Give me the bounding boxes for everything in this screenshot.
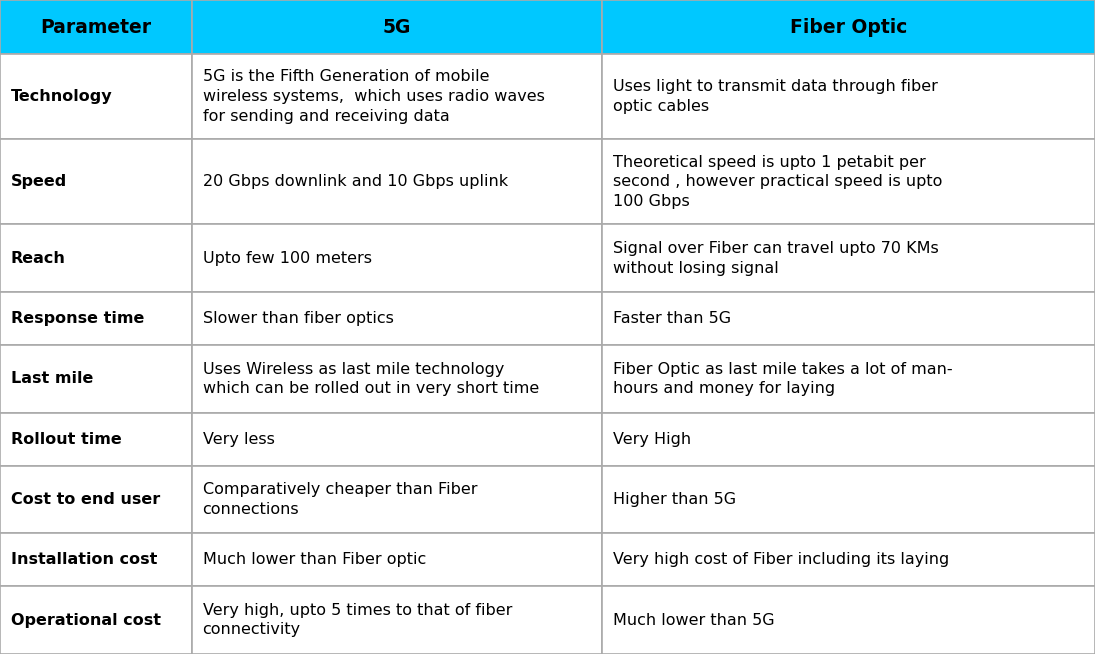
Bar [602,345,1095,413]
Bar [602,466,1095,534]
Text: Much lower than 5G: Much lower than 5G [613,613,775,628]
Text: Upto few 100 meters: Upto few 100 meters [203,251,371,266]
Bar [192,224,602,292]
Text: Higher than 5G: Higher than 5G [613,492,736,507]
Bar [192,54,602,139]
Text: 5G is the Fifth Generation of mobile
wireless systems,  which uses radio waves
f: 5G is the Fifth Generation of mobile wir… [203,69,544,124]
Bar [602,586,1095,654]
Bar [602,534,1095,586]
Bar [602,54,1095,139]
Text: Last mile: Last mile [11,371,93,387]
Bar [0,0,192,54]
Text: Installation cost: Installation cost [11,552,158,567]
Text: Theoretical speed is upto 1 petabit per
second , however practical speed is upto: Theoretical speed is upto 1 petabit per … [613,154,943,209]
Bar [602,139,1095,224]
Text: Faster than 5G: Faster than 5G [613,311,731,326]
Bar [192,292,602,345]
Text: Speed: Speed [11,175,67,190]
Text: Very less: Very less [203,432,275,447]
Text: Rollout time: Rollout time [11,432,122,447]
Text: Uses Wireless as last mile technology
which can be rolled out in very short time: Uses Wireless as last mile technology wh… [203,362,539,396]
Text: Slower than fiber optics: Slower than fiber optics [203,311,393,326]
Bar [0,466,192,534]
Text: Very high cost of Fiber including its laying: Very high cost of Fiber including its la… [613,552,949,567]
Bar [192,534,602,586]
Text: Very high, upto 5 times to that of fiber
connectivity: Very high, upto 5 times to that of fiber… [203,603,512,638]
Text: Fiber Optic as last mile takes a lot of man-
hours and money for laying: Fiber Optic as last mile takes a lot of … [613,362,953,396]
Text: Much lower than Fiber optic: Much lower than Fiber optic [203,552,426,567]
Text: Signal over Fiber can travel upto 70 KMs
without losing signal: Signal over Fiber can travel upto 70 KMs… [613,241,938,276]
Bar [0,292,192,345]
Bar [192,0,602,54]
Bar [192,139,602,224]
Bar [192,413,602,466]
Bar [0,413,192,466]
Bar [192,345,602,413]
Bar [0,586,192,654]
Text: Reach: Reach [11,251,66,266]
Text: 5G: 5G [383,18,411,37]
Bar [602,413,1095,466]
Text: Very High: Very High [613,432,691,447]
Bar [0,224,192,292]
Bar [0,345,192,413]
Bar [192,586,602,654]
Bar [0,534,192,586]
Bar [602,224,1095,292]
Text: Response time: Response time [11,311,145,326]
Text: Technology: Technology [11,89,113,104]
Text: 20 Gbps downlink and 10 Gbps uplink: 20 Gbps downlink and 10 Gbps uplink [203,175,508,190]
Bar [0,54,192,139]
Text: Comparatively cheaper than Fiber
connections: Comparatively cheaper than Fiber connect… [203,482,477,517]
Text: Operational cost: Operational cost [11,613,161,628]
Text: Parameter: Parameter [41,18,151,37]
Bar [192,466,602,534]
Text: Cost to end user: Cost to end user [11,492,160,507]
Text: Fiber Optic: Fiber Optic [789,18,908,37]
Text: Uses light to transmit data through fiber
optic cables: Uses light to transmit data through fibe… [613,79,938,114]
Bar [602,0,1095,54]
Bar [0,139,192,224]
Bar [602,292,1095,345]
